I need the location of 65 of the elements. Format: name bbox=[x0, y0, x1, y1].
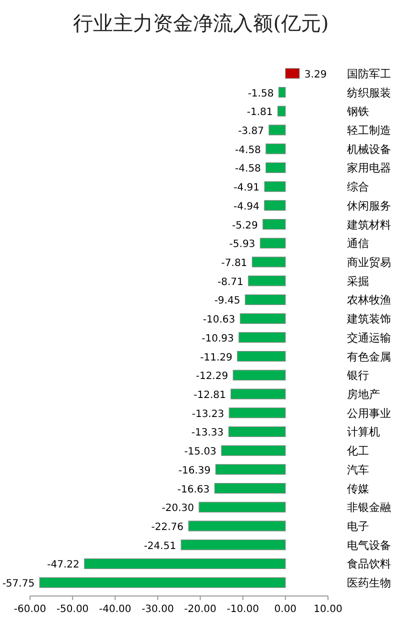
data-label: -8.71 bbox=[217, 276, 244, 288]
data-label: -4.58 bbox=[235, 164, 261, 175]
y-tick-label: 有色金属 bbox=[347, 350, 391, 364]
data-label: -20.30 bbox=[162, 503, 194, 514]
data-label: -13.33 bbox=[191, 428, 224, 439]
y-tick-label: 化工 bbox=[347, 444, 369, 458]
data-label: -47.22 bbox=[47, 560, 80, 571]
y-tick-label: 医药生物 bbox=[347, 576, 391, 590]
x-tick-label: -40.00 bbox=[99, 604, 132, 615]
data-label: -1.58 bbox=[248, 88, 274, 100]
y-tick-label: 商业贸易 bbox=[347, 256, 391, 269]
y-tick-label: 钢铁 bbox=[346, 105, 369, 118]
y-tick-label: 纺织服装 bbox=[347, 86, 391, 100]
y-tick-label: 食品饮料 bbox=[347, 558, 391, 571]
x-tick-label: 0.00 bbox=[274, 604, 297, 615]
x-tick-label: -20.00 bbox=[184, 604, 216, 615]
y-tick-label: 公用事业 bbox=[347, 406, 391, 420]
data-label: 3.29 bbox=[304, 69, 327, 80]
data-label: -5.93 bbox=[229, 239, 256, 250]
y-tick-label: 非银金融 bbox=[347, 501, 391, 514]
y-tick-label: 家用电器 bbox=[347, 162, 391, 175]
y-tick-label: 传媒 bbox=[347, 482, 369, 496]
data-label: -16.39 bbox=[178, 465, 211, 476]
y-tick-label: 房地产 bbox=[347, 388, 380, 401]
data-label: -10.63 bbox=[202, 314, 236, 326]
y-tick-label: 综合 bbox=[347, 180, 369, 194]
x-tick-label: -30.00 bbox=[142, 604, 174, 615]
data-label: -9.45 bbox=[214, 296, 240, 307]
x-tick-label: -50.00 bbox=[56, 604, 89, 615]
data-label: -57.75 bbox=[2, 578, 35, 590]
data-label: -7.81 bbox=[221, 258, 248, 269]
data-label: -3.87 bbox=[238, 126, 264, 137]
y-tick-label: 农林牧渔 bbox=[347, 294, 391, 307]
y-tick-label: 通信 bbox=[347, 237, 369, 250]
y-tick-label: 建筑材料 bbox=[346, 218, 391, 232]
y-tick-label: 银行 bbox=[346, 369, 369, 382]
y-tick-label: 电气设备 bbox=[347, 538, 391, 552]
data-label: -24.51 bbox=[144, 540, 176, 552]
data-label: -13.23 bbox=[192, 408, 224, 420]
data-label: -4.58 bbox=[235, 144, 261, 156]
data-label: -11.29 bbox=[200, 352, 232, 364]
data-label: -16.63 bbox=[177, 484, 210, 496]
y-tick-label: 交通运输 bbox=[347, 331, 391, 344]
y-tick-label: 休闲服务 bbox=[347, 199, 391, 212]
data-label: -12.81 bbox=[194, 390, 226, 401]
data-label: -12.29 bbox=[196, 371, 228, 382]
y-tick-label: 轻工制造 bbox=[347, 124, 391, 137]
y-tick-label: 建筑装饰 bbox=[346, 312, 391, 326]
chart-title: 行业主力资金净流入额(亿元) bbox=[73, 11, 329, 35]
data-label: -15.03 bbox=[184, 446, 216, 458]
y-tick-label: 计算机 bbox=[347, 426, 380, 439]
y-tick-label: 采掘 bbox=[347, 274, 369, 288]
data-label: -1.81 bbox=[246, 107, 273, 118]
x-tick-label: -60.00 bbox=[14, 604, 46, 615]
x-tick-label: -10.00 bbox=[226, 604, 259, 615]
y-tick-label: 电子 bbox=[347, 520, 369, 533]
y-tick-label: 国防军工 bbox=[347, 67, 391, 80]
y-tick-label: 汽车 bbox=[347, 463, 369, 476]
data-label: -5.29 bbox=[232, 220, 258, 232]
data-label: -10.93 bbox=[202, 333, 234, 344]
data-label: -4.91 bbox=[234, 182, 260, 194]
x-tick-label: 10.00 bbox=[314, 604, 342, 615]
data-label: -4.94 bbox=[234, 201, 260, 212]
y-tick-label: 机械设备 bbox=[347, 142, 391, 156]
data-label: -22.76 bbox=[151, 522, 184, 533]
